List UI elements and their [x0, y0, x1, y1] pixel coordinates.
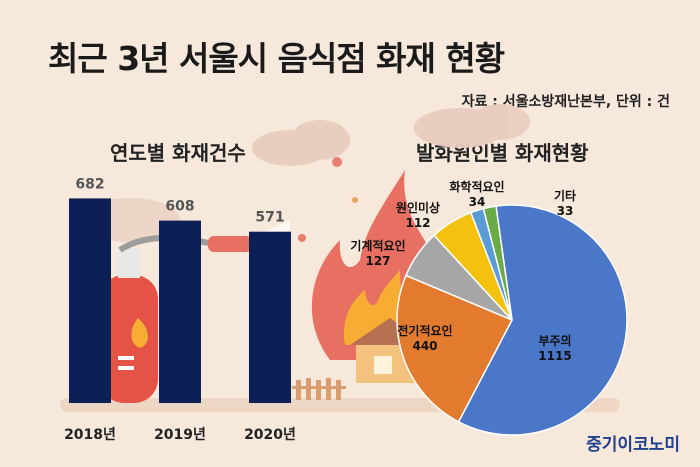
bar-chart: 682 2018년 608 2019년 571 2020년 — [64, 176, 296, 443]
slice-value-label: 440 — [412, 339, 437, 353]
slice-name-label: 전기적요인 — [397, 323, 452, 338]
pie-slice — [457, 204, 628, 436]
bar — [159, 220, 201, 403]
brand-logo: 중기이코노미 — [586, 435, 680, 455]
bar — [249, 231, 291, 403]
slice-value-label: 127 — [365, 254, 390, 268]
bar-chart-title: 연도별 화재건수 — [110, 141, 246, 165]
slice-value-label: 34 — [469, 195, 486, 209]
bar — [69, 198, 111, 403]
slice-name-label: 기타 — [554, 188, 576, 203]
category-label: 2019년 — [154, 427, 206, 443]
slice-name-label: 기계적요인 — [350, 238, 405, 253]
bar-value-label: 608 — [165, 199, 194, 215]
slice-value-label: 33 — [557, 204, 574, 218]
pie-slice — [396, 274, 514, 423]
category-label: 2018년 — [64, 427, 116, 443]
slice-name-label: 부주의 — [538, 333, 571, 348]
page-title: 최근 3년 서울시 음식점 화재 현황 — [48, 39, 505, 78]
slice-name-label: 원인미상 — [396, 200, 440, 215]
bar-value-label: 682 — [75, 176, 104, 192]
category-label: 2020년 — [244, 427, 296, 443]
slice-value-label: 1115 — [538, 349, 571, 363]
bar-value-label: 571 — [255, 210, 284, 226]
slice-name-label: 화학적요인 — [449, 179, 504, 194]
pie-slice — [482, 205, 513, 321]
slice-value-label: 112 — [405, 216, 430, 230]
source-note: 자료 : 서울소방재난본부, 단위 : 건 — [461, 94, 670, 110]
